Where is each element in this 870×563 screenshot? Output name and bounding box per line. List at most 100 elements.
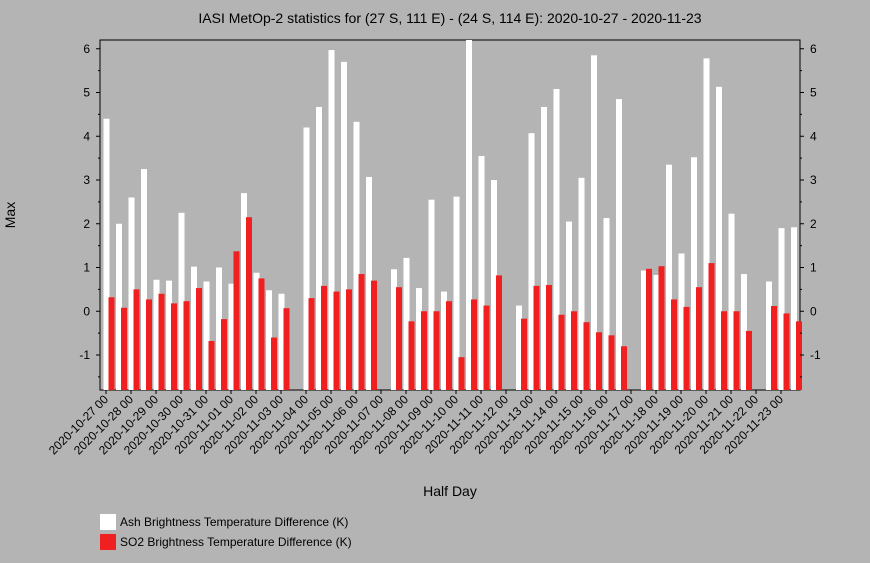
- chart-title: IASI MetOp-2 statistics for (27 S, 111 E…: [198, 10, 701, 26]
- so2-bar: [483, 305, 490, 390]
- y-tick-label-right: 1: [810, 261, 817, 275]
- legend-item-ash: Ash Brightness Temperature Difference (K…: [100, 512, 352, 532]
- ash-bar: [253, 272, 260, 390]
- y-tick-label-left: 0: [83, 304, 90, 318]
- ash-bar: [328, 50, 335, 390]
- so2-bar: [696, 287, 702, 390]
- ash-bar: [478, 155, 485, 390]
- legend: Ash Brightness Temperature Difference (K…: [100, 512, 352, 552]
- ash-bar: [491, 180, 497, 390]
- ash-bar: [616, 99, 622, 390]
- so2-bar: [683, 306, 690, 390]
- so2-bar: [783, 313, 790, 390]
- so2-bar: [746, 330, 752, 390]
- ash-bar: [591, 55, 597, 390]
- so2-bar: [558, 314, 565, 390]
- so2-bar: [321, 285, 327, 390]
- y-tick-label-right: 3: [810, 173, 817, 187]
- ash-bar: [528, 133, 535, 390]
- so2-bar: [596, 332, 602, 390]
- ash-bar: [103, 118, 110, 390]
- ash-bar: [466, 40, 472, 390]
- ash-bar: [366, 176, 372, 390]
- so2-bar: [471, 299, 477, 390]
- ash-bar: [791, 227, 797, 390]
- ash-bar: [728, 213, 735, 390]
- y-tick-label-left: 2: [83, 217, 90, 231]
- so2-bar: [621, 346, 627, 390]
- so2-bar: [208, 341, 215, 390]
- y-tick-label-left: 5: [83, 86, 90, 100]
- so2-bar: [258, 278, 265, 390]
- y-tick-label-right: 5: [810, 86, 817, 100]
- so2-bar: [521, 318, 527, 390]
- so2-bar: [458, 357, 465, 390]
- legend-label-ash: Ash Brightness Temperature Difference (K…: [120, 515, 349, 529]
- so2-bar: [421, 311, 427, 390]
- ash-bar: [653, 274, 660, 390]
- y-tick-label-right: 4: [810, 129, 817, 143]
- bars-group: [103, 40, 802, 390]
- ash-bar: [691, 157, 697, 390]
- ash-bar: [641, 270, 647, 390]
- ash-bar: [678, 253, 685, 390]
- so2-bar: [733, 311, 740, 390]
- so2-bar: [171, 303, 177, 390]
- legend-item-so2: SO2 Brightness Temperature Difference (K…: [100, 532, 352, 552]
- so2-bar: [408, 321, 415, 390]
- so2-bar: [246, 217, 252, 390]
- ash-bar: [541, 106, 547, 390]
- y-tick-label-right: 6: [810, 42, 817, 56]
- ash-bar: [428, 199, 435, 390]
- ash-bar: [228, 283, 235, 390]
- ash-bar: [303, 127, 310, 390]
- so2-bar: [658, 266, 665, 390]
- so2-bar: [371, 280, 377, 390]
- so2-bar: [796, 321, 802, 390]
- y-tick-label-right: -1: [810, 348, 821, 362]
- so2-bar: [646, 268, 652, 390]
- ash-bar: [141, 169, 147, 390]
- so2-bar: [158, 293, 165, 390]
- legend-label-so2: SO2 Brightness Temperature Difference (K…: [120, 535, 352, 549]
- y-tick-label-left: 3: [83, 173, 90, 187]
- ash-bar: [703, 58, 710, 390]
- so2-bar: [671, 299, 677, 390]
- ash-bar: [566, 221, 572, 390]
- ash-bar: [403, 257, 410, 390]
- ash-bar: [241, 193, 247, 390]
- so2-bar: [146, 299, 152, 390]
- y-tick-label-right: 0: [810, 304, 817, 318]
- so2-bar: [108, 297, 115, 390]
- ash-bar: [778, 228, 785, 390]
- so2-bar: [571, 311, 577, 390]
- ash-bar: [578, 177, 585, 390]
- legend-swatch-so2: [100, 534, 116, 550]
- ash-bar: [203, 281, 210, 390]
- so2-bar: [446, 301, 452, 390]
- y-tick-label-left: 4: [83, 129, 90, 143]
- so2-bar: [308, 298, 315, 390]
- so2-bar: [396, 287, 402, 390]
- ash-bar: [153, 279, 160, 390]
- ash-bar: [128, 197, 135, 390]
- ash-bar: [191, 266, 197, 390]
- y-tick-label-left: 6: [83, 42, 90, 56]
- so2-bar: [533, 285, 540, 390]
- so2-bar: [583, 322, 590, 390]
- ash-bar: [116, 223, 122, 390]
- ash-bar: [441, 291, 447, 390]
- ash-bar: [266, 290, 272, 390]
- ash-bar: [666, 164, 672, 390]
- legend-swatch-ash: [100, 514, 116, 530]
- ash-bar: [453, 196, 460, 390]
- ash-bar: [216, 267, 222, 390]
- so2-bar: [271, 337, 277, 390]
- so2-bar: [333, 291, 340, 390]
- so2-bar: [771, 306, 777, 390]
- ash-bar: [516, 305, 522, 390]
- ash-bar: [716, 86, 722, 390]
- so2-bar: [233, 251, 240, 390]
